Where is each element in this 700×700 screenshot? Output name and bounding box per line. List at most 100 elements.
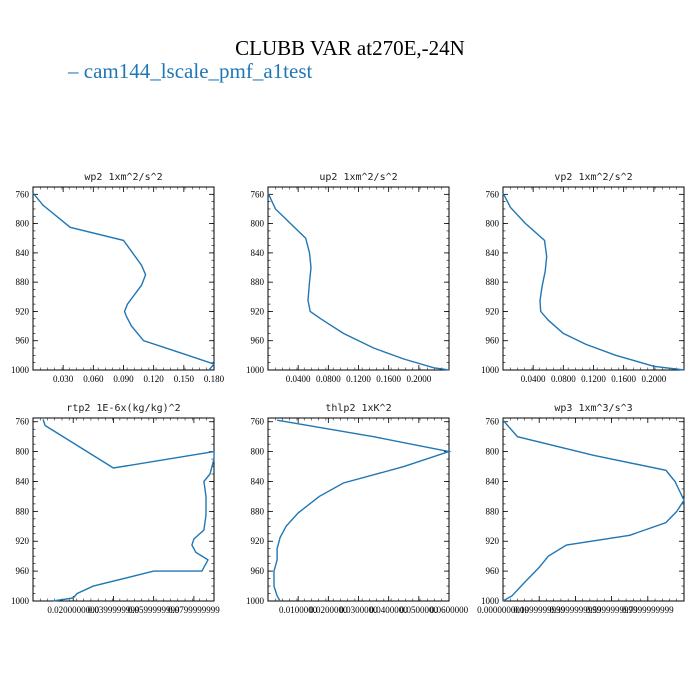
y-tick-label: 1000 <box>11 365 30 375</box>
panel-5: thlp2 1xK^2 760 800 840 880 920 960 1000 0.01000… <box>246 403 469 615</box>
series-line <box>267 192 450 371</box>
y-tick-label: 760 <box>16 189 30 199</box>
panel-2: up2 1xm^2/s^2 760 800 840 880 920 960 1000 0.040… <box>246 172 450 384</box>
x-tick-label: 0.1999999999 <box>513 605 565 615</box>
plot-frame <box>32 417 215 602</box>
x-tick-label: 0.0500000 <box>400 605 439 615</box>
y-tick-label: 1000 <box>246 596 265 606</box>
plot-frame <box>502 186 685 371</box>
x-tick-label: 0.0599999999 <box>128 605 180 615</box>
y-tick-label: 1000 <box>11 596 30 606</box>
x-tick-label: 0.3999999999 <box>550 605 602 615</box>
y-tick-label: 920 <box>16 306 30 316</box>
y-tick-label: 880 <box>486 506 500 516</box>
x-tick-label: 0.0300000 <box>339 605 378 615</box>
y-tick-label: 840 <box>486 248 500 258</box>
y-tick-label: 800 <box>16 447 30 457</box>
y-tick-label: 760 <box>486 417 500 427</box>
x-tick-label: 0.0100000 <box>279 605 318 615</box>
panel-title: wp2 1xm^2/s^2 <box>84 172 162 183</box>
series-line <box>502 192 685 371</box>
x-tick-label: 0.0800 <box>316 374 341 384</box>
panel-6: wp3 1xm^3/s^3 760 800 840 880 920 960 10000.000… <box>477 403 685 615</box>
x-tick-label: 0.1200 <box>346 374 371 384</box>
panel-title: rtp2 1E-6x(kg/kg)^2 <box>66 403 180 414</box>
x-tick-label: 0.0799999999 <box>168 605 220 615</box>
y-tick-label: 840 <box>251 476 265 486</box>
plot-frame <box>502 417 685 602</box>
panel-title: wp3 1xm^3/s^3 <box>554 403 632 414</box>
series-line <box>42 419 215 602</box>
panel-title: thlp2 1xK^2 <box>325 403 391 414</box>
y-tick-label: 1000 <box>246 365 265 375</box>
y-tick-label: 760 <box>486 189 500 199</box>
y-tick-label: 800 <box>486 447 500 457</box>
y-tick-label: 920 <box>251 536 265 546</box>
y-tick-label: 840 <box>16 248 30 258</box>
y-tick-label: 880 <box>16 277 30 287</box>
y-tick-label: 880 <box>16 506 30 516</box>
y-tick-label: 920 <box>486 536 500 546</box>
x-tick-label: 0.0400 <box>286 374 311 384</box>
y-tick-label: 840 <box>16 476 30 486</box>
panel-3: vp2 1xm^2/s^2 760 800 840 880 920 960 1000 0.040… <box>481 172 685 384</box>
x-tick-label: 0.0000000000 <box>477 605 529 615</box>
x-tick-label: 0.060 <box>83 374 104 384</box>
y-tick-label: 800 <box>251 447 265 457</box>
panel-title: vp2 1xm^2/s^2 <box>554 172 632 183</box>
x-tick-label: 0.2000 <box>641 374 666 384</box>
x-tick-label: 0.150 <box>174 374 195 384</box>
y-tick-label: 840 <box>251 248 265 258</box>
series-line <box>32 192 216 371</box>
chart-title: CLUBB VAR at270E,-24N <box>235 36 465 60</box>
x-tick-label: 0.0600000 <box>430 605 469 615</box>
y-tick-label: 920 <box>251 306 265 316</box>
y-tick-label: 760 <box>251 417 265 427</box>
x-tick-label: 0.0200000000 <box>47 605 99 615</box>
y-tick-label: 800 <box>486 219 500 229</box>
series-line <box>502 419 685 602</box>
x-tick-label: 0.120 <box>144 374 165 384</box>
x-tick-label: 0.0399999999 <box>88 605 140 615</box>
panel-4: rtp2 1E-6x(kg/kg)^2 760 800 840 880 920 960 100… <box>11 403 220 615</box>
x-tick-label: 0.180 <box>204 374 225 384</box>
legend-label: cam144_lscale_pmf_a1test <box>83 59 313 83</box>
panel-1: wp2 1xm^2/s^2 760 800 840 880 920 960 1000 0.030… <box>11 172 225 384</box>
y-tick-label: 800 <box>251 219 265 229</box>
plot-frame <box>267 186 450 371</box>
legend-entry: – cam144_lscale_pmf_a1test <box>68 59 312 84</box>
plot-frame <box>32 186 215 371</box>
x-tick-label: 0.0400 <box>521 374 546 384</box>
x-tick-label: 0.0800 <box>551 374 576 384</box>
y-tick-label: 960 <box>486 566 500 576</box>
x-tick-label: 0.0400000 <box>370 605 409 615</box>
x-tick-label: 0.1600 <box>611 374 636 384</box>
y-tick-label: 960 <box>486 336 500 346</box>
x-tick-label: 0.1200 <box>581 374 606 384</box>
x-tick-label: 0.7999999999 <box>622 605 674 615</box>
series-line <box>273 419 452 602</box>
plot-frame <box>267 417 450 602</box>
y-tick-label: 800 <box>16 219 30 229</box>
panel-title: up2 1xm^2/s^2 <box>319 172 397 183</box>
x-tick-label: 0.2000 <box>406 374 431 384</box>
y-tick-label: 960 <box>16 566 30 576</box>
y-tick-label: 960 <box>251 566 265 576</box>
y-tick-label: 880 <box>251 277 265 287</box>
y-tick-label: 840 <box>486 476 500 486</box>
y-tick-label: 960 <box>251 336 265 346</box>
x-tick-label: 0.0200000 <box>309 605 348 615</box>
y-tick-label: 880 <box>251 506 265 516</box>
y-tick-label: 880 <box>486 277 500 287</box>
x-tick-label: 0.1600 <box>376 374 401 384</box>
x-tick-label: 0.5999999999 <box>586 605 638 615</box>
y-tick-label: 1000 <box>481 596 500 606</box>
x-tick-label: 0.030 <box>53 374 74 384</box>
y-tick-label: 1000 <box>481 365 500 375</box>
legend-line-marker: – <box>68 59 79 83</box>
y-tick-label: 960 <box>16 336 30 346</box>
x-tick-label: 0.090 <box>113 374 134 384</box>
y-tick-label: 760 <box>251 189 265 199</box>
y-tick-label: 760 <box>16 417 30 427</box>
